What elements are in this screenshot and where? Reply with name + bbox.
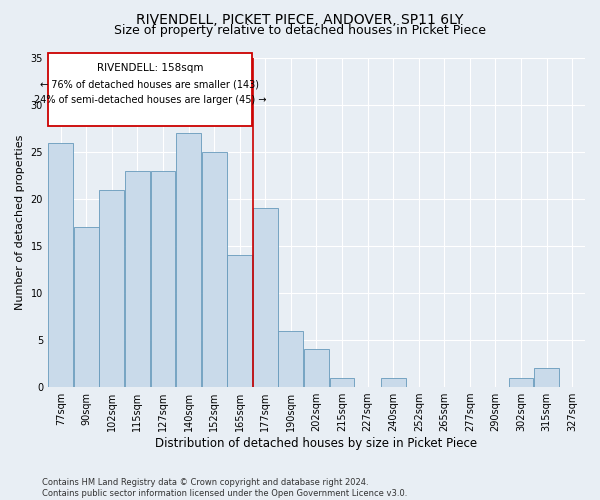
Bar xyxy=(151,171,175,387)
Bar xyxy=(202,152,227,387)
Bar xyxy=(304,350,329,387)
Text: RIVENDELL: 158sqm: RIVENDELL: 158sqm xyxy=(97,62,203,72)
Text: 24% of semi-detached houses are larger (45) →: 24% of semi-detached houses are larger (… xyxy=(34,94,266,104)
Bar xyxy=(49,142,73,387)
Bar xyxy=(176,133,201,387)
Text: Contains HM Land Registry data © Crown copyright and database right 2024.
Contai: Contains HM Land Registry data © Crown c… xyxy=(42,478,407,498)
Bar xyxy=(534,368,559,387)
FancyBboxPatch shape xyxy=(48,54,252,126)
Bar xyxy=(278,330,303,387)
Bar xyxy=(227,256,252,387)
Bar xyxy=(125,171,150,387)
Text: ← 76% of detached houses are smaller (143): ← 76% of detached houses are smaller (14… xyxy=(40,80,259,90)
Text: Size of property relative to detached houses in Picket Piece: Size of property relative to detached ho… xyxy=(114,24,486,37)
Bar xyxy=(509,378,533,387)
Bar xyxy=(381,378,406,387)
Bar xyxy=(100,190,124,387)
Bar xyxy=(329,378,355,387)
Bar xyxy=(74,227,98,387)
X-axis label: Distribution of detached houses by size in Picket Piece: Distribution of detached houses by size … xyxy=(155,437,478,450)
Y-axis label: Number of detached properties: Number of detached properties xyxy=(15,135,25,310)
Text: RIVENDELL, PICKET PIECE, ANDOVER, SP11 6LY: RIVENDELL, PICKET PIECE, ANDOVER, SP11 6… xyxy=(136,12,464,26)
Bar xyxy=(253,208,278,387)
